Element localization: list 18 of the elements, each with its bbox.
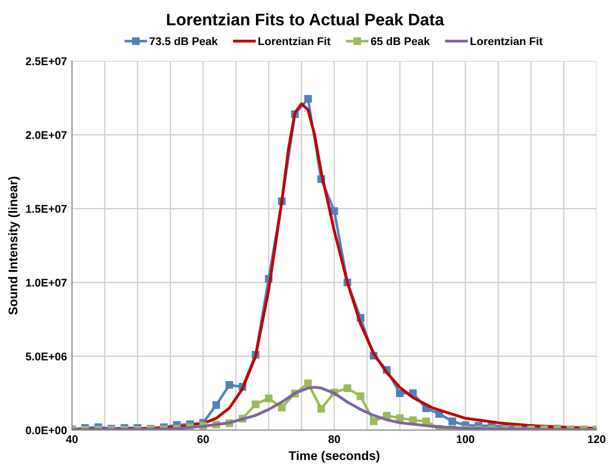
x-axis-title: Time (seconds) bbox=[288, 450, 380, 463]
y-tick-label: 5.0E+06 bbox=[26, 352, 67, 360]
legend-label: 65 dB Peak bbox=[370, 37, 430, 46]
x-tick-label: 80 bbox=[328, 435, 340, 444]
y-axis-title: Sound Intensity (linear) bbox=[8, 176, 20, 315]
x-tick-label: 100 bbox=[456, 435, 474, 444]
x-tick-label: 40 bbox=[66, 435, 78, 444]
x-tick-label: 120 bbox=[588, 435, 606, 444]
x-tick-label: 60 bbox=[197, 435, 209, 444]
y-tick-label: 0.0E+00 bbox=[26, 426, 67, 434]
y-tick-label: 2.0E+07 bbox=[26, 131, 67, 139]
legend-label: Lorentzian Fit bbox=[258, 37, 330, 46]
y-tick-label: 2.5E+07 bbox=[26, 57, 67, 66]
y-tick-label: 1.0E+07 bbox=[26, 278, 67, 287]
legend-label: 73.5 dB Peak bbox=[150, 37, 218, 46]
y-tick-label: 1.5E+07 bbox=[26, 204, 67, 213]
chart-title: Lorentzian Fits to Actual Peak Data bbox=[167, 13, 444, 26]
legend-label: Lorentzian Fit bbox=[470, 37, 543, 46]
